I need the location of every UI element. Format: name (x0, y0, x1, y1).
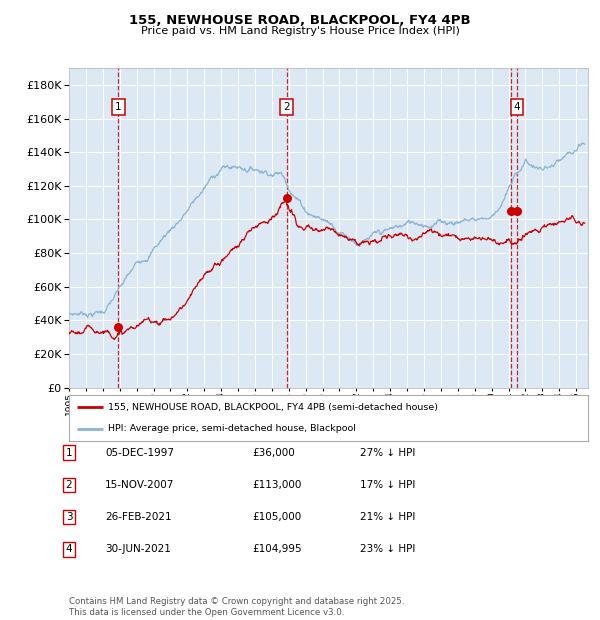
Text: £104,995: £104,995 (252, 544, 302, 554)
Text: £105,000: £105,000 (252, 512, 301, 522)
Text: 15-NOV-2007: 15-NOV-2007 (105, 480, 175, 490)
Text: £113,000: £113,000 (252, 480, 301, 490)
Text: 1: 1 (115, 102, 122, 112)
Text: 30-JUN-2021: 30-JUN-2021 (105, 544, 171, 554)
Text: 23% ↓ HPI: 23% ↓ HPI (360, 544, 415, 554)
Text: 05-DEC-1997: 05-DEC-1997 (105, 448, 174, 458)
Text: 3: 3 (65, 512, 73, 522)
Text: £36,000: £36,000 (252, 448, 295, 458)
Text: 27% ↓ HPI: 27% ↓ HPI (360, 448, 415, 458)
Text: 155, NEWHOUSE ROAD, BLACKPOOL, FY4 4PB: 155, NEWHOUSE ROAD, BLACKPOOL, FY4 4PB (129, 14, 471, 27)
Text: 4: 4 (65, 544, 73, 554)
Text: Price paid vs. HM Land Registry's House Price Index (HPI): Price paid vs. HM Land Registry's House … (140, 26, 460, 36)
Text: 1: 1 (65, 448, 73, 458)
Text: 2: 2 (283, 102, 290, 112)
Text: 4: 4 (514, 102, 520, 112)
Text: HPI: Average price, semi-detached house, Blackpool: HPI: Average price, semi-detached house,… (108, 424, 356, 433)
Text: 26-FEB-2021: 26-FEB-2021 (105, 512, 172, 522)
Text: 155, NEWHOUSE ROAD, BLACKPOOL, FY4 4PB (semi-detached house): 155, NEWHOUSE ROAD, BLACKPOOL, FY4 4PB (… (108, 403, 438, 412)
Text: 2: 2 (65, 480, 73, 490)
Text: 21% ↓ HPI: 21% ↓ HPI (360, 512, 415, 522)
Text: Contains HM Land Registry data © Crown copyright and database right 2025.
This d: Contains HM Land Registry data © Crown c… (69, 598, 404, 617)
Text: 17% ↓ HPI: 17% ↓ HPI (360, 480, 415, 490)
